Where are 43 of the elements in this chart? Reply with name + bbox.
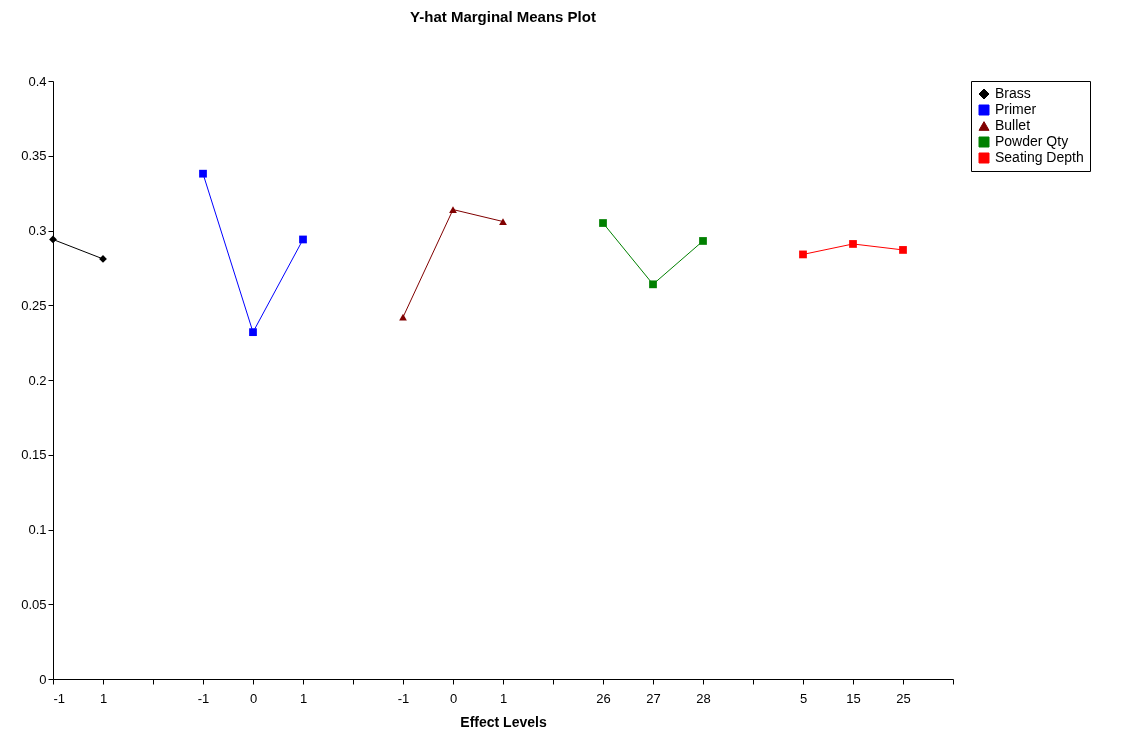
x-tick-label: -1 xyxy=(197,690,210,706)
x-tick-label: 1 xyxy=(299,690,308,706)
x-tick-label: 25 xyxy=(896,690,911,706)
x-tick-label: 26 xyxy=(596,690,611,706)
point xyxy=(299,235,307,244)
x-tick-label: 15 xyxy=(846,690,861,706)
point xyxy=(799,250,807,259)
point xyxy=(449,206,457,213)
x-tick-label: 5 xyxy=(799,690,808,706)
x-tick-label: 0 xyxy=(449,690,458,706)
legend-label: Brass xyxy=(995,85,1031,101)
point xyxy=(49,235,57,244)
x-axis-title: Effect Levels xyxy=(460,713,547,730)
point xyxy=(199,169,207,178)
point xyxy=(249,328,257,337)
y-tick-label: 0.35 xyxy=(21,148,47,164)
y-tick-label: 0.3 xyxy=(28,223,47,238)
point xyxy=(499,218,507,225)
y-tick-label: 0 xyxy=(39,671,47,687)
y-tick-label: 0.1 xyxy=(28,522,47,537)
point xyxy=(849,240,857,248)
point xyxy=(399,313,407,321)
y-tick-label: 0.05 xyxy=(21,596,47,612)
x-tick-label: 0 xyxy=(249,690,258,706)
y-tick-label: 0.4 xyxy=(28,73,47,89)
x-tick-label: 28 xyxy=(696,690,711,706)
y-tick-label: 0.15 xyxy=(21,447,47,463)
x-tick-label: 27 xyxy=(646,690,661,706)
x-tick-label: 1 xyxy=(499,690,508,706)
point xyxy=(899,246,907,254)
y-tick-label: 0.2 xyxy=(28,372,47,388)
point xyxy=(649,280,657,289)
point xyxy=(599,219,607,227)
legend-label: Bullet xyxy=(995,117,1031,133)
chart-title: Y-hat Marginal Means Plot xyxy=(410,8,596,25)
x-tick-label: 1 xyxy=(99,690,108,706)
point xyxy=(699,237,707,245)
legend-label: Seating Depth xyxy=(995,149,1084,165)
legend-label: Powder Qty xyxy=(995,133,1069,149)
y-tick-label: 0.25 xyxy=(21,297,47,313)
x-tick-label: -1 xyxy=(53,690,66,706)
legend-label: Primer xyxy=(995,101,1037,117)
x-tick-label: -1 xyxy=(397,690,410,706)
